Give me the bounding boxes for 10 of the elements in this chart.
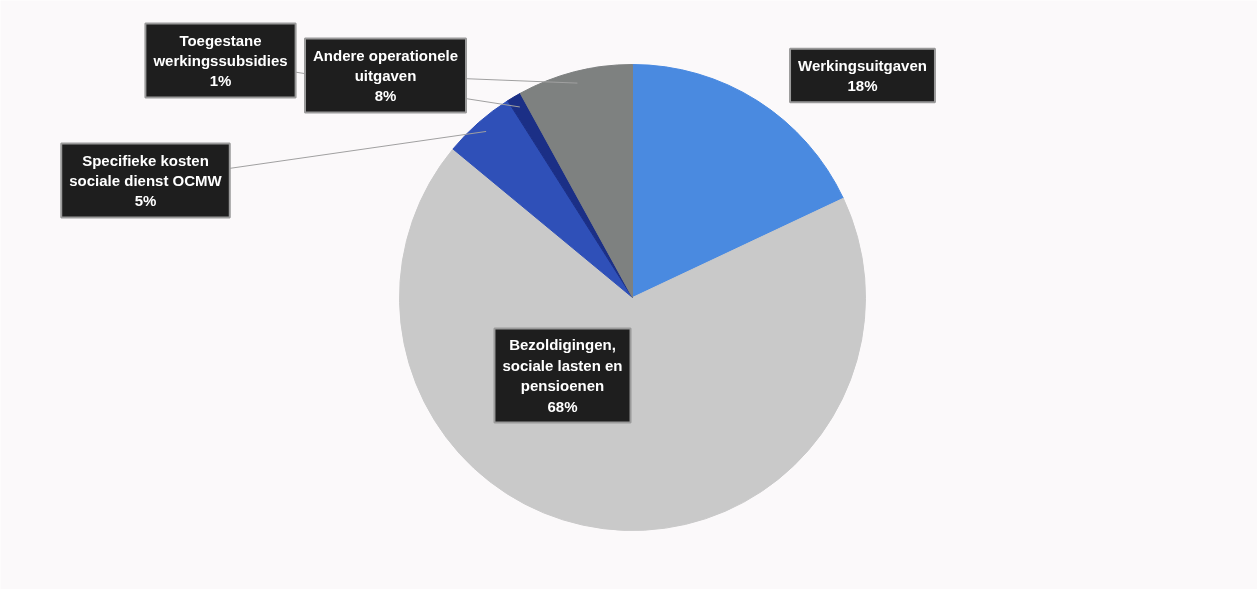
slice-label: Andere operationele uitgaven: [312, 46, 459, 84]
slice-label: Bezoldigingen, sociale lasten en pensioenen: [502, 336, 623, 395]
data-label: 8%: [374, 87, 397, 105]
data-label: 5%: [134, 192, 157, 210]
data-label: 1%: [209, 72, 232, 90]
slice-label: Specifieke kosten sociale dienst OCMW: [69, 151, 223, 189]
data-label: 18%: [847, 77, 878, 95]
slice-label: Toegestane werkingssubsidies: [152, 31, 288, 69]
slice-label: Werkingsuitgaven: [798, 56, 927, 74]
data-label: 68%: [547, 397, 578, 415]
